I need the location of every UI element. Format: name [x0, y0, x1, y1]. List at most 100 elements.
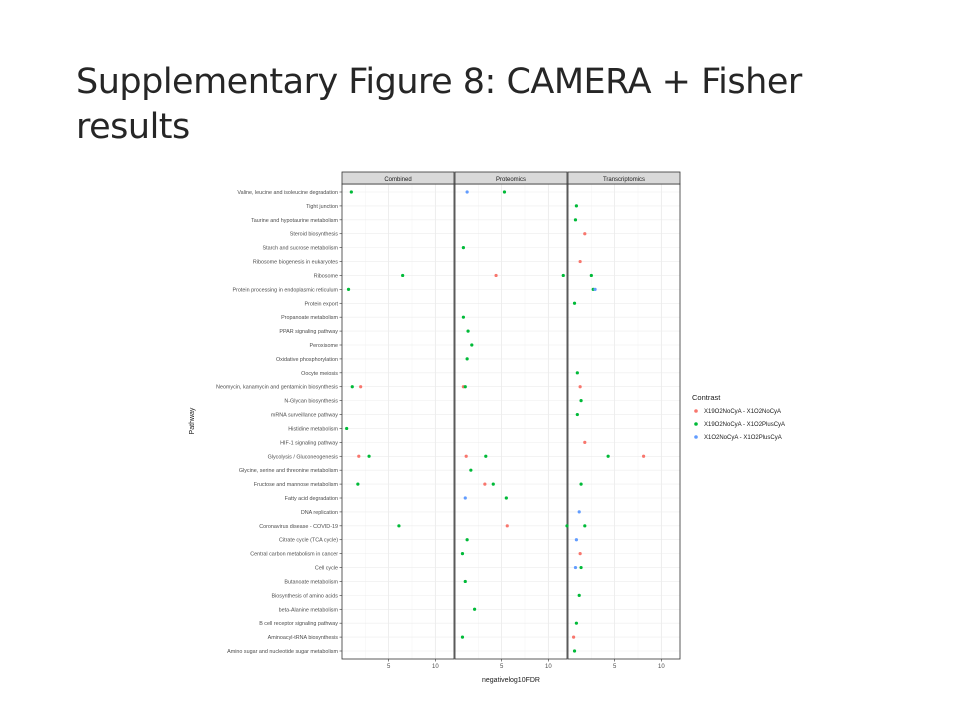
- panel-background: [568, 184, 680, 659]
- data-point: [483, 482, 487, 486]
- data-point: [460, 635, 465, 639]
- data-point: [579, 399, 583, 403]
- y-tick-label: mRNA surveillance pathway: [271, 413, 338, 419]
- data-point: [473, 607, 477, 611]
- data-point: [572, 301, 577, 305]
- slide-title: Supplementary Figure 8: CAMERA + Fisher …: [76, 62, 802, 147]
- facet-strip: [341, 171, 455, 185]
- y-tick-label: N-Glycan biosynthesis: [284, 399, 338, 405]
- data-point: [469, 468, 473, 472]
- legend-label: X1O2NoCyA - X1O2PlusCyA: [704, 435, 782, 441]
- y-tick-label: Protein export: [304, 301, 338, 307]
- data-point: [575, 412, 579, 417]
- x-tick-label: 5: [500, 664, 504, 670]
- y-tick-label: DNA replication: [301, 510, 338, 516]
- data-point: [574, 538, 579, 542]
- data-point: [583, 440, 587, 444]
- data-point: [578, 552, 582, 556]
- y-tick-label: Fructose and mannose metabolism: [254, 482, 339, 488]
- y-tick-label: Protein processing in endoplasmic reticu…: [233, 287, 339, 293]
- y-tick-label: Aminoacyl-tRNA biosynthesis: [268, 635, 339, 641]
- facet-strip: [454, 171, 568, 185]
- data-point: [575, 371, 579, 375]
- y-tick-label: Histidine metabolism: [288, 426, 338, 432]
- y-tick-label: beta-Alanine metabolism: [279, 607, 339, 613]
- data-point: [589, 273, 593, 278]
- legend-key: [694, 422, 698, 426]
- x-tick-label: 5: [387, 664, 391, 670]
- legend-key: [694, 409, 698, 413]
- data-point: [505, 524, 509, 528]
- y-tick-label: Ribosome biogenesis in eukaryotes: [253, 260, 338, 266]
- facet-strip: [567, 171, 681, 185]
- y-tick-label: Oxidative phosphorylation: [276, 357, 338, 363]
- data-point: [573, 565, 578, 570]
- data-point: [461, 315, 465, 319]
- legend-label: X19O2NoCyA - X1O2PlusCyA: [704, 422, 785, 428]
- data-point: [561, 273, 565, 278]
- y-axis-title: Pathway: [189, 407, 196, 434]
- data-point: [484, 454, 488, 458]
- y-tick-label: Cell cycle: [315, 566, 338, 572]
- x-axis-title: negativelog10FDR: [482, 677, 540, 684]
- data-point: [642, 454, 646, 458]
- y-tick-label: HIF-1 signaling pathway: [280, 440, 338, 446]
- x-tick-label: 10: [658, 664, 665, 670]
- y-tick-label: Coronavirus disease - COVID-19: [259, 524, 338, 530]
- data-point: [574, 621, 579, 625]
- data-point: [460, 552, 465, 556]
- data-point: [572, 635, 576, 639]
- data-point: [502, 190, 507, 194]
- data-point: [577, 593, 581, 597]
- y-tick-label: Starch and sucrose metabolism: [262, 246, 338, 252]
- y-tick-label: Butanoate metabolism: [284, 579, 338, 585]
- legend-key: [694, 435, 698, 439]
- panel-background: [342, 184, 454, 659]
- data-point: [350, 385, 354, 389]
- data-point: [574, 204, 579, 208]
- y-tick-label: Citrate cycle (TCA cycle): [279, 538, 338, 544]
- panel-background: [455, 184, 567, 659]
- data-point: [346, 287, 351, 291]
- data-point: [572, 649, 577, 653]
- y-tick-label: Neomycin, kanamycin and gentamicin biosy…: [216, 385, 338, 391]
- data-point: [401, 273, 405, 278]
- y-tick-label: PPAR signaling pathway: [279, 329, 338, 335]
- y-tick-label: Tight junction: [306, 204, 338, 210]
- data-point: [573, 218, 578, 222]
- y-tick-label: Taurine and hypotaurine metabolism: [251, 218, 338, 224]
- y-tick-label: Biosynthesis of amino acids: [271, 593, 338, 599]
- y-tick-label: Amino sugar and nucleotide sugar metabol…: [227, 649, 338, 655]
- data-point: [345, 426, 349, 431]
- data-point: [578, 259, 582, 264]
- data-point: [583, 524, 587, 528]
- y-tick-label: Peroxisome: [310, 343, 338, 349]
- y-tick-label: Glycine, serine and threonine metabolism: [239, 468, 339, 474]
- data-point: [397, 524, 401, 528]
- y-tick-label: Valine, leucine and isoleucine degradati…: [237, 190, 338, 196]
- data-point: [593, 287, 597, 291]
- data-point: [565, 524, 569, 528]
- y-tick-label: Ribosome: [314, 273, 338, 279]
- data-point: [579, 565, 583, 570]
- y-tick-label: Central carbon metabolism in cancer: [250, 552, 338, 558]
- y-tick-label: Oocyte meiosis: [301, 371, 338, 377]
- data-point: [463, 385, 467, 389]
- x-tick-label: 10: [432, 664, 439, 670]
- data-point: [463, 496, 467, 500]
- data-point: [494, 273, 498, 278]
- y-tick-label: Steroid biosynthesis: [290, 232, 339, 238]
- legend-title: Contrast: [692, 393, 721, 402]
- data-point: [464, 454, 468, 458]
- y-tick-label: B cell receptor signaling pathway: [259, 621, 338, 627]
- data-point: [579, 482, 583, 486]
- data-point: [356, 482, 360, 486]
- data-point: [578, 385, 582, 389]
- data-point: [504, 496, 508, 500]
- facet-label: Transcriptomics: [603, 177, 645, 183]
- y-tick-label: Glycolysis / Gluconeogenesis: [268, 454, 339, 460]
- y-tick-label: Propanoate metabolism: [281, 315, 338, 321]
- data-point: [461, 246, 465, 250]
- data-point: [470, 343, 474, 347]
